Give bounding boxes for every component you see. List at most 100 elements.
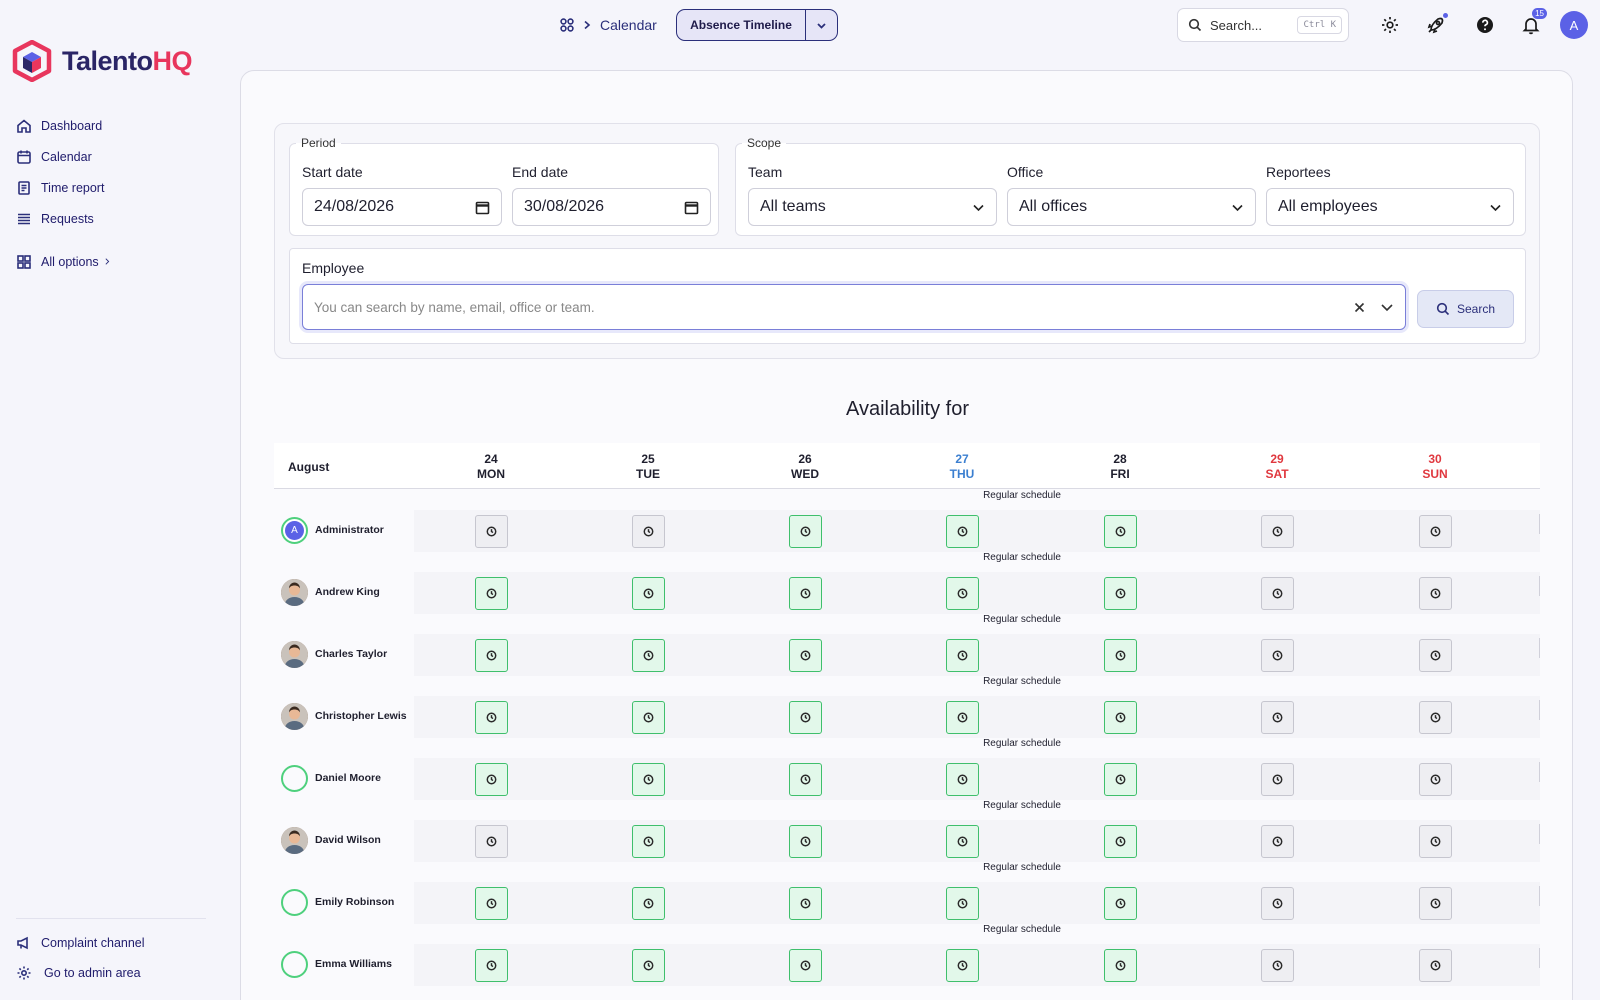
sidebar-item-dashboard[interactable]: Dashboard bbox=[16, 110, 112, 141]
day-cell-working[interactable] bbox=[946, 701, 979, 734]
view-selector-button[interactable]: Absence Timeline bbox=[676, 9, 838, 41]
day-cell-working[interactable] bbox=[789, 763, 822, 796]
day-cell-not-working[interactable] bbox=[475, 515, 508, 548]
day-cell-working[interactable] bbox=[946, 825, 979, 858]
clock-icon bbox=[800, 774, 811, 785]
sidebar-item-requests[interactable]: Requests bbox=[16, 203, 112, 234]
notifications-button[interactable]: 15 bbox=[1518, 8, 1547, 38]
day-cell-not-working[interactable] bbox=[1419, 639, 1452, 672]
day-cell-working[interactable] bbox=[946, 515, 979, 548]
day-cell-working[interactable] bbox=[1104, 515, 1137, 548]
day-cell-working[interactable] bbox=[1104, 887, 1137, 920]
employee-name-cell[interactable]: Charles Taylor bbox=[281, 640, 387, 668]
day-cell-working[interactable] bbox=[946, 639, 979, 672]
brand-logo[interactable]: TalentoHQ bbox=[12, 40, 192, 82]
start-date-input[interactable]: 24/08/2026 bbox=[302, 188, 502, 226]
day-cell-working[interactable] bbox=[475, 949, 508, 982]
day-cell-working[interactable] bbox=[789, 515, 822, 548]
day-cell-working[interactable] bbox=[632, 701, 665, 734]
day-cell-not-working[interactable] bbox=[1419, 515, 1452, 548]
onboarding-button[interactable] bbox=[1423, 12, 1449, 38]
chevron-down-icon[interactable] bbox=[1380, 300, 1394, 314]
clear-icon[interactable] bbox=[1353, 301, 1366, 314]
employee-name-cell[interactable]: Daniel Moore bbox=[281, 764, 381, 792]
day-cell-working[interactable] bbox=[632, 887, 665, 920]
global-search-input[interactable]: Search... Ctrl K bbox=[1177, 8, 1349, 42]
day-cell-working[interactable] bbox=[632, 825, 665, 858]
avatar-photo[interactable] bbox=[281, 578, 308, 606]
search-button[interactable]: Search bbox=[1417, 290, 1514, 328]
day-cell-working[interactable] bbox=[632, 639, 665, 672]
day-cell-not-working[interactable] bbox=[1261, 825, 1294, 858]
day-cell-working[interactable] bbox=[789, 887, 822, 920]
employee-name-cell[interactable]: David Wilson bbox=[281, 826, 381, 854]
day-cell-not-working[interactable] bbox=[1261, 639, 1294, 672]
avatar-photo[interactable] bbox=[281, 640, 308, 668]
day-cell-not-working[interactable] bbox=[1261, 763, 1294, 796]
employee-name-cell[interactable]: Emma Williams bbox=[281, 950, 392, 978]
employee-name-cell[interactable]: Andrew King bbox=[281, 578, 380, 606]
day-cell-not-working[interactable] bbox=[1419, 701, 1452, 734]
view-selector-dropdown[interactable] bbox=[805, 10, 837, 40]
team-select[interactable]: All teams bbox=[748, 188, 997, 226]
office-select[interactable]: All offices bbox=[1007, 188, 1256, 226]
day-cell-not-working[interactable] bbox=[1419, 887, 1452, 920]
employee-name-cell[interactable]: Christopher Lewis bbox=[281, 702, 407, 730]
day-cell-working[interactable] bbox=[475, 639, 508, 672]
day-cell-working[interactable] bbox=[1104, 763, 1137, 796]
day-cell-working[interactable] bbox=[1104, 701, 1137, 734]
day-cell-working[interactable] bbox=[789, 825, 822, 858]
employee-name-cell[interactable]: Emily Robinson bbox=[281, 888, 394, 916]
day-cell-not-working[interactable] bbox=[1419, 949, 1452, 982]
day-cell-not-working[interactable] bbox=[475, 825, 508, 858]
sidebar-item-all-options[interactable]: All options bbox=[16, 246, 112, 277]
day-cell-not-working[interactable] bbox=[1261, 701, 1294, 734]
avatar-photo[interactable] bbox=[281, 826, 308, 854]
day-cell-working[interactable] bbox=[946, 763, 979, 796]
day-cell-not-working[interactable] bbox=[1419, 763, 1452, 796]
day-cell-not-working[interactable] bbox=[1261, 515, 1294, 548]
day-cell-working[interactable] bbox=[475, 887, 508, 920]
day-cell-working[interactable] bbox=[475, 577, 508, 610]
sidebar-item-complaint-channel[interactable]: Complaint channel bbox=[16, 928, 145, 958]
avatar[interactable] bbox=[281, 764, 308, 792]
day-cell-working[interactable] bbox=[475, 763, 508, 796]
day-cell-not-working[interactable] bbox=[1419, 577, 1452, 610]
day-cell-working[interactable] bbox=[789, 949, 822, 982]
employee-name-cell[interactable]: A Administrator bbox=[281, 516, 384, 544]
sidebar-item-calendar[interactable]: Calendar bbox=[16, 141, 112, 172]
day-cell-working[interactable] bbox=[946, 887, 979, 920]
day-cell-not-working[interactable] bbox=[1261, 887, 1294, 920]
user-avatar[interactable]: A bbox=[1560, 11, 1588, 39]
day-cell-not-working[interactable] bbox=[1261, 949, 1294, 982]
day-cell-not-working[interactable] bbox=[632, 515, 665, 548]
day-cell-working[interactable] bbox=[789, 639, 822, 672]
sidebar-item-admin-area[interactable]: Go to admin area bbox=[16, 958, 145, 988]
apps-grid-icon[interactable] bbox=[560, 18, 574, 32]
avatar-photo[interactable] bbox=[281, 702, 308, 730]
avatar[interactable]: A bbox=[281, 516, 308, 544]
avatar[interactable] bbox=[281, 888, 308, 916]
breadcrumb-calendar[interactable]: Calendar bbox=[600, 17, 657, 33]
day-cell-working[interactable] bbox=[632, 949, 665, 982]
day-cell-working[interactable] bbox=[1104, 639, 1137, 672]
day-cell-working[interactable] bbox=[632, 763, 665, 796]
day-cell-working[interactable] bbox=[1104, 949, 1137, 982]
reportees-select[interactable]: All employees bbox=[1266, 188, 1514, 226]
day-cell-working[interactable] bbox=[475, 701, 508, 734]
avatar[interactable] bbox=[281, 950, 308, 978]
settings-button[interactable] bbox=[1377, 12, 1403, 38]
employee-search-input[interactable]: You can search by name, email, office or… bbox=[302, 284, 1406, 330]
day-cell-working[interactable] bbox=[789, 577, 822, 610]
end-date-input[interactable]: 30/08/2026 bbox=[512, 188, 711, 226]
sidebar-item-time-report[interactable]: Time report bbox=[16, 172, 112, 203]
day-cell-not-working[interactable] bbox=[1419, 825, 1452, 858]
day-cell-working[interactable] bbox=[1104, 577, 1137, 610]
day-cell-working[interactable] bbox=[1104, 825, 1137, 858]
day-cell-working[interactable] bbox=[632, 577, 665, 610]
day-cell-not-working[interactable] bbox=[1261, 577, 1294, 610]
help-button[interactable] bbox=[1472, 12, 1498, 38]
day-cell-working[interactable] bbox=[946, 949, 979, 982]
day-cell-working[interactable] bbox=[789, 701, 822, 734]
day-cell-working[interactable] bbox=[946, 577, 979, 610]
